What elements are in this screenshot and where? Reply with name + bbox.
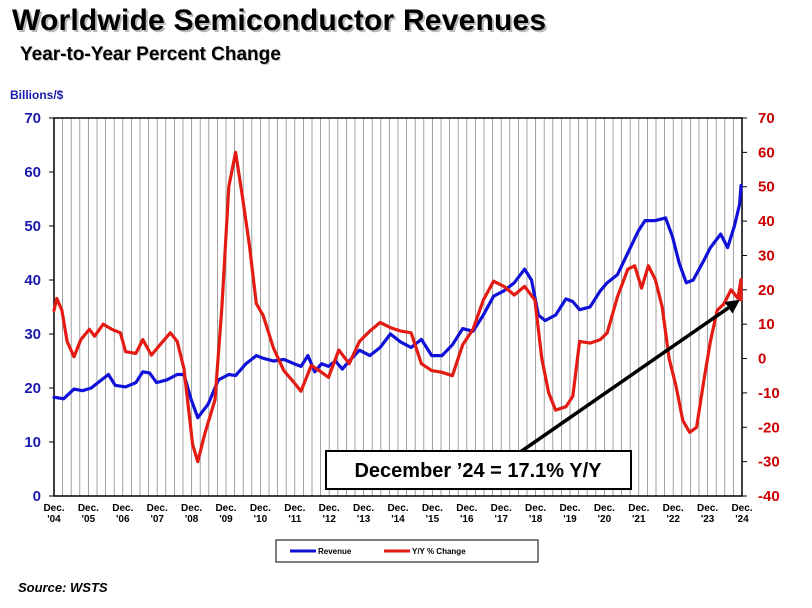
x-tick-label-year: '04 (47, 514, 61, 525)
right-tick-label: -10 (758, 385, 780, 402)
x-tick-label: Dec. (353, 503, 374, 514)
right-tick-label: 50 (758, 179, 775, 196)
x-tick-label: Dec. (731, 503, 752, 514)
x-tick-label-year: '21 (632, 514, 646, 525)
right-tick-label: -30 (758, 454, 780, 471)
x-tick-label: Dec. (525, 503, 546, 514)
x-axis-ticks: Dec.'04Dec.'05Dec.'06Dec.'07Dec.'08Dec.'… (43, 503, 752, 525)
x-tick-label: Dec. (43, 503, 64, 514)
annotation-box (325, 450, 632, 490)
left-tick-label: 10 (24, 434, 41, 451)
x-tick-label-year: '14 (391, 514, 405, 525)
x-tick-label-year: '24 (735, 514, 749, 525)
left-tick-label: 70 (24, 110, 41, 127)
left-tick-label: 0 (33, 488, 41, 505)
right-tick-label: 60 (758, 144, 775, 161)
x-tick-label-year: '11 (288, 514, 301, 525)
x-tick-label: Dec. (319, 503, 340, 514)
x-tick-label: Dec. (559, 503, 580, 514)
x-tick-label-year: '09 (219, 514, 233, 525)
x-tick-label: Dec. (215, 503, 236, 514)
right-axis-ticks: -40 -30 -20 -10 0 10 20 30 40 50 60 70 (742, 110, 780, 505)
x-tick-label: Dec. (112, 503, 133, 514)
left-axis-unit-label: Billions/$ (10, 88, 64, 102)
series-lines (52, 150, 743, 464)
x-tick-label: Dec. (697, 503, 718, 514)
left-tick-label: 40 (24, 272, 41, 289)
x-tick-label-year: '15 (426, 514, 440, 525)
x-tick-label: Dec. (250, 503, 271, 514)
right-tick-label: -40 (758, 488, 780, 505)
x-tick-label-year: '22 (666, 514, 680, 525)
right-tick-label: 10 (758, 316, 775, 333)
annotation-arrow (515, 306, 730, 457)
x-tick-label: Dec. (181, 503, 202, 514)
legend-revenue-label: Revenue (318, 547, 352, 556)
x-tick-label: Dec. (456, 503, 477, 514)
yoy-change-series-line (52, 150, 743, 464)
right-tick-label: 30 (758, 247, 775, 264)
x-tick-label-year: '18 (529, 514, 543, 525)
right-tick-label: -20 (758, 419, 780, 436)
x-tick-label-year: '17 (494, 514, 508, 525)
x-tick-label: Dec. (422, 503, 443, 514)
left-tick-label: 60 (24, 164, 41, 181)
x-tick-label: Dec. (147, 503, 168, 514)
legend-yoy-label: Y/Y % Change (412, 547, 466, 556)
x-tick-label: Dec. (663, 503, 684, 514)
chart-title: Worldwide Semiconductor Revenues (12, 4, 547, 37)
x-tick-label: Dec. (78, 503, 99, 514)
x-tick-label-year: '05 (82, 514, 96, 525)
x-tick-label: Dec. (284, 503, 305, 514)
x-tick-label: Dec. (628, 503, 649, 514)
right-tick-label: 20 (758, 282, 775, 299)
left-tick-label: 20 (24, 380, 41, 397)
x-tick-label-year: '16 (460, 514, 474, 525)
grid-lines (62, 118, 734, 496)
left-axis-ticks: 0 10 20 30 40 50 60 70 (24, 110, 54, 505)
legend: Revenue Y/Y % Change (275, 539, 539, 563)
x-tick-label-year: '23 (701, 514, 715, 525)
x-tick-label-year: '07 (150, 514, 164, 525)
x-tick-label: Dec. (594, 503, 615, 514)
annotation-label: December ’24 = 17.1% Y/Y (354, 460, 602, 482)
x-tick-label-year: '20 (598, 514, 612, 525)
left-tick-label: 50 (24, 218, 41, 235)
x-tick-label: Dec. (387, 503, 408, 514)
x-tick-label-year: '19 (563, 514, 577, 525)
right-tick-label: 70 (758, 110, 775, 127)
right-tick-label: 0 (758, 351, 766, 368)
revenue-series-line (52, 183, 743, 420)
x-tick-label: Dec. (491, 503, 512, 514)
left-tick-label: 30 (24, 326, 41, 343)
chart-subtitle: Year-to-Year Percent Change (20, 44, 281, 65)
x-tick-label-year: '10 (254, 514, 268, 525)
annotation-arrowhead (724, 299, 740, 314)
x-tick-label-year: '08 (185, 514, 199, 525)
source-note: Source: WSTS (18, 580, 108, 595)
x-tick-label-year: '13 (357, 514, 371, 525)
annotation-group: December ’24 = 17.1% Y/Y (325, 299, 740, 490)
x-tick-label-year: '06 (116, 514, 130, 525)
x-tick-label-year: '12 (322, 514, 336, 525)
right-tick-label: 40 (758, 213, 775, 230)
